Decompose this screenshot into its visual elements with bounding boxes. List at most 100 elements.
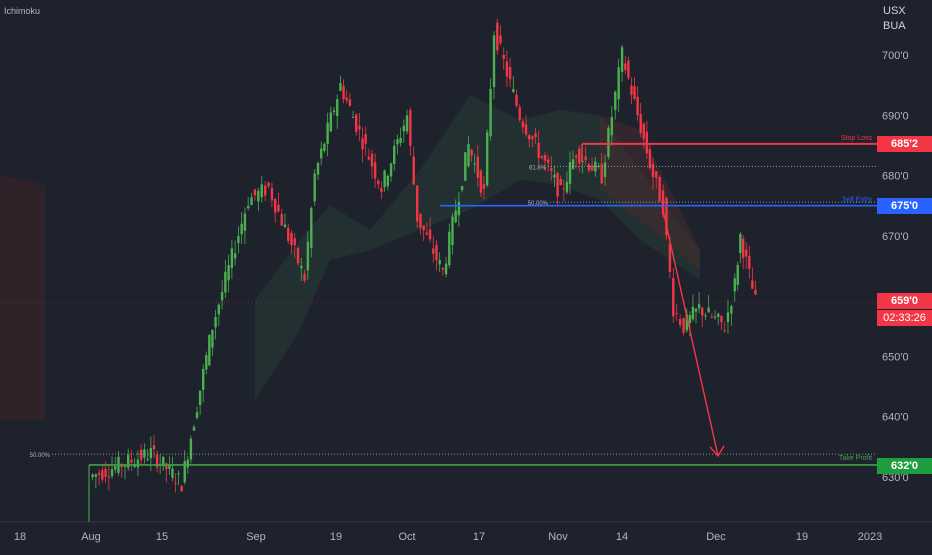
- candle-body: [399, 137, 402, 144]
- candle-body: [171, 468, 174, 478]
- candle-body: [351, 116, 355, 118]
- candle-body: [470, 149, 473, 156]
- candle-body: [627, 60, 630, 78]
- candle-body: [273, 198, 277, 213]
- candle-body: [464, 152, 467, 181]
- y-tick-label: 680'0: [882, 171, 909, 183]
- candle-body: [310, 208, 313, 248]
- candle-body: [630, 85, 633, 95]
- candle-body: [342, 85, 345, 100]
- candle-body: [454, 210, 457, 223]
- candle-body: [370, 153, 374, 167]
- candle-body: [240, 223, 243, 235]
- x-tick-label: Sep: [246, 531, 266, 543]
- candle-body: [186, 459, 190, 468]
- candle-body: [257, 190, 260, 202]
- candle-body: [348, 99, 352, 106]
- candle-body: [332, 110, 336, 113]
- candle-body: [296, 247, 300, 264]
- candle-body: [476, 156, 479, 178]
- candle-body: [326, 122, 329, 144]
- candle-body: [745, 249, 748, 257]
- candle-body: [336, 99, 339, 116]
- candle-body: [546, 159, 550, 163]
- candle-body: [277, 204, 280, 212]
- candle-body: [473, 163, 476, 165]
- candle-body: [224, 271, 227, 293]
- candle-body: [152, 445, 156, 450]
- candle-body: [383, 170, 386, 188]
- candle-body: [620, 47, 624, 72]
- currency-label: USX BUA: [883, 4, 906, 34]
- candle-body: [177, 473, 180, 475]
- candle-body: [639, 114, 642, 134]
- candle-body: [243, 213, 247, 231]
- candle-body: [508, 67, 512, 80]
- candle-body: [283, 224, 287, 228]
- candle-body: [165, 463, 168, 470]
- candle-body: [574, 155, 578, 158]
- candle-body: [130, 459, 133, 463]
- candle-body: [237, 236, 240, 243]
- candle-body: [146, 458, 149, 460]
- currency-line-1: USX: [883, 5, 906, 17]
- candle-body: [355, 114, 358, 132]
- candle-body: [489, 88, 492, 137]
- candle-body: [457, 201, 461, 216]
- take-profit-price-tag: 632'0: [877, 458, 932, 474]
- candle-body: [287, 228, 290, 241]
- candle-body: [329, 112, 333, 132]
- candle-body: [180, 486, 183, 492]
- candle-body: [512, 88, 515, 92]
- candle-body: [651, 163, 655, 178]
- candle-body: [250, 197, 253, 206]
- candle-body: [672, 278, 675, 317]
- candle-body: [214, 316, 217, 328]
- candle-body: [201, 368, 205, 390]
- candle-body: [143, 449, 146, 458]
- candle-body: [441, 268, 445, 270]
- candle-body: [492, 35, 496, 88]
- sell-entry-label: Sell Entry: [842, 197, 872, 204]
- candle-body: [428, 229, 432, 240]
- candle-body: [675, 312, 678, 314]
- candle-body: [704, 315, 707, 317]
- indicator-label[interactable]: Ichimoku: [4, 6, 41, 16]
- candle-body: [432, 248, 435, 254]
- candle-body: [485, 132, 489, 186]
- candle-body: [415, 185, 419, 222]
- candle-body: [253, 189, 257, 196]
- candle-body: [668, 243, 672, 272]
- x-tick-label: 17: [473, 531, 485, 543]
- candle-body: [438, 259, 441, 265]
- candle-body: [94, 474, 98, 477]
- candle-body: [694, 308, 698, 312]
- candle-body: [710, 316, 714, 318]
- candle-body: [597, 165, 600, 167]
- candle-body: [227, 265, 230, 281]
- candle-body: [553, 174, 556, 178]
- candle-body: [155, 454, 159, 468]
- y-tick-label: 630'0: [882, 472, 909, 484]
- candle-body: [655, 171, 658, 178]
- candle-body: [460, 185, 464, 191]
- candle-body: [435, 245, 438, 261]
- candle-body: [678, 319, 682, 325]
- candle-body: [584, 156, 587, 161]
- x-tick-label: Nov: [548, 531, 568, 543]
- candle-body: [313, 173, 316, 202]
- candle-body: [290, 232, 293, 246]
- candle-body: [723, 330, 726, 332]
- candle-body: [636, 96, 639, 116]
- candle-body: [741, 238, 745, 258]
- candle-body: [587, 164, 591, 171]
- x-tick-label: Aug: [81, 531, 101, 543]
- candle-body: [192, 426, 196, 431]
- candle-body: [691, 306, 695, 320]
- fib-50-lower-label: 50.00%: [30, 453, 51, 459]
- candle-body: [409, 110, 412, 146]
- candle-body: [364, 134, 367, 144]
